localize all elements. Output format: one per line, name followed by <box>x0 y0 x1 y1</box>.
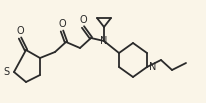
Text: O: O <box>79 15 86 25</box>
Text: O: O <box>58 19 66 29</box>
Text: N: N <box>148 62 156 72</box>
Text: N: N <box>100 36 107 46</box>
Text: S: S <box>4 67 10 77</box>
Text: O: O <box>16 26 24 36</box>
